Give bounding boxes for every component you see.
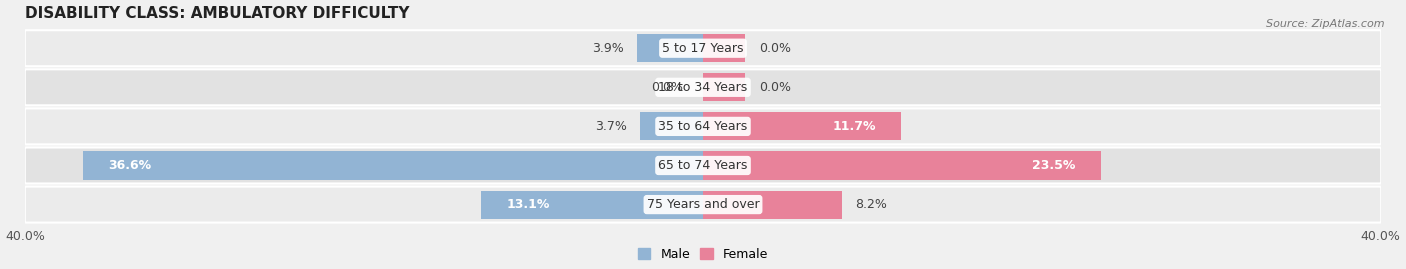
Text: 8.2%: 8.2%: [855, 198, 887, 211]
Bar: [637, 34, 703, 62]
Text: 23.5%: 23.5%: [1032, 159, 1076, 172]
Bar: [481, 190, 703, 219]
Text: 65 to 74 Years: 65 to 74 Years: [658, 159, 748, 172]
Text: 75 Years and over: 75 Years and over: [647, 198, 759, 211]
Text: DISABILITY CLASS: AMBULATORY DIFFICULTY: DISABILITY CLASS: AMBULATORY DIFFICULTY: [25, 6, 411, 20]
Bar: [703, 112, 901, 140]
FancyBboxPatch shape: [25, 69, 1381, 105]
Text: 18 to 34 Years: 18 to 34 Years: [658, 81, 748, 94]
Text: 0.0%: 0.0%: [759, 81, 792, 94]
FancyBboxPatch shape: [25, 30, 1381, 66]
Bar: [640, 112, 703, 140]
Text: 36.6%: 36.6%: [108, 159, 152, 172]
Text: 13.1%: 13.1%: [506, 198, 550, 211]
FancyBboxPatch shape: [25, 108, 1381, 144]
Bar: [703, 151, 1101, 180]
FancyBboxPatch shape: [25, 147, 1381, 183]
Text: 5 to 17 Years: 5 to 17 Years: [662, 42, 744, 55]
Text: 0.0%: 0.0%: [759, 42, 792, 55]
Text: 3.9%: 3.9%: [592, 42, 623, 55]
Bar: [703, 73, 745, 101]
Bar: [703, 34, 745, 62]
Text: 0.0%: 0.0%: [651, 81, 683, 94]
Text: Source: ZipAtlas.com: Source: ZipAtlas.com: [1267, 19, 1385, 29]
Text: 11.7%: 11.7%: [832, 120, 876, 133]
Bar: [703, 190, 842, 219]
Text: 35 to 64 Years: 35 to 64 Years: [658, 120, 748, 133]
Text: 3.7%: 3.7%: [595, 120, 627, 133]
FancyBboxPatch shape: [25, 187, 1381, 222]
Legend: Male, Female: Male, Female: [638, 248, 768, 261]
Bar: [83, 151, 703, 180]
